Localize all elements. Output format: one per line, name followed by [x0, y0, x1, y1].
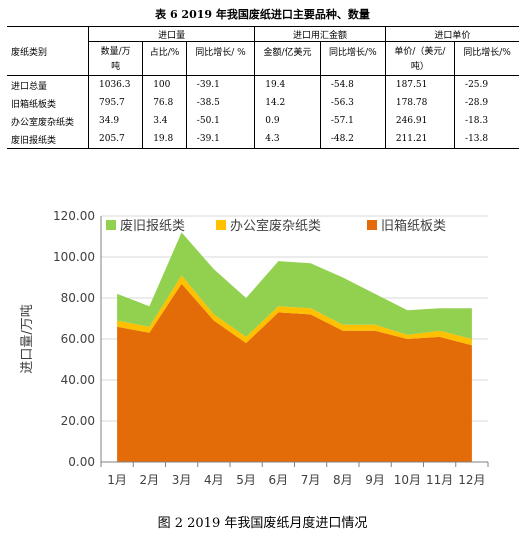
- legend-swatch: [106, 220, 116, 230]
- legend-label: 旧箱纸板类: [381, 218, 446, 234]
- table-title: 表 6 2019 年我国废纸进口主要品种、数量: [155, 8, 370, 21]
- group-price-header: 进口单价: [384, 26, 519, 42]
- col-yoy1-header: 同比增长/ %: [185, 41, 255, 76]
- col-amount-header: 金额/亿美元: [254, 41, 321, 76]
- x-tick-label: 11月: [426, 473, 453, 487]
- x-tick-label: 3月: [172, 473, 192, 487]
- table-row: 废旧报纸类 205.7 19.8 -39.1 4.3 -48.2 211.21 …: [7, 130, 519, 149]
- cell-yoy2: -56.3: [319, 94, 386, 112]
- legend-swatch: [367, 220, 377, 230]
- x-tick-label: 1月: [107, 473, 127, 487]
- cell-amount: 19.4: [254, 75, 321, 94]
- cell-yoy2: -48.2: [319, 130, 386, 149]
- cell-qty: 795.7: [87, 94, 143, 112]
- group-amount-header: 进口用汇金额: [254, 26, 386, 42]
- y-tick-label: 80.00: [61, 291, 95, 305]
- table-row: 办公室废杂纸类 34.9 3.4 -50.1 0.9 -57.1 246.91 …: [7, 112, 519, 130]
- col-price-header-unit: 吨）: [384, 59, 455, 76]
- row-category: 办公室废杂纸类: [11, 117, 75, 128]
- col-yoy3-header: 同比增长/%: [454, 41, 519, 76]
- row-category: 旧箱纸板类: [11, 99, 57, 110]
- x-tick-label: 5月: [236, 473, 256, 487]
- col-yoy2-header: 同比增长/%: [319, 41, 386, 76]
- cell-yoy3: -18.3: [454, 112, 519, 130]
- cell-yoy1: -50.1: [185, 112, 255, 130]
- cell-yoy1: -39.1: [185, 130, 255, 149]
- cell-price: 187.51: [384, 75, 455, 94]
- col-price-header: 单价/（美元/: [384, 41, 455, 59]
- y-tick-label: 60.00: [61, 332, 95, 346]
- x-tick-label: 4月: [204, 473, 224, 487]
- table-row: 进口总量 1036.3 100 -39.1 19.4 -54.8 187.51 …: [7, 75, 519, 94]
- area-series: [117, 232, 472, 339]
- row-category: 废旧报纸类: [7, 130, 89, 149]
- y-tick-label: 120.00: [53, 209, 95, 223]
- cell-price: 211.21: [384, 130, 455, 149]
- cell-amount: 0.9: [254, 112, 321, 130]
- cell-yoy1: -38.5: [185, 94, 255, 112]
- legend-swatch: [216, 220, 226, 230]
- y-tick-label: 100.00: [53, 250, 95, 264]
- x-tick-label: 10月: [394, 473, 421, 487]
- legend-label: 办公室废杂纸类: [230, 218, 321, 234]
- y-axis-title: 进口量/万吨: [20, 304, 35, 373]
- x-tick-label: 6月: [269, 473, 289, 487]
- cell-amount: 14.2: [254, 94, 321, 112]
- cell-qty: 1036.3: [87, 75, 143, 94]
- cell-yoy1: -39.1: [185, 75, 255, 94]
- cell-qty: 34.9: [87, 112, 143, 130]
- cell-yoy3: -13.8: [454, 130, 519, 149]
- x-tick-label: 8月: [333, 473, 353, 487]
- cell-qty: 205.7: [87, 130, 143, 149]
- figure-caption: 图 2 2019 年我国废纸月度进口情况: [157, 516, 368, 531]
- x-tick-label: 9月: [365, 473, 385, 487]
- x-tick-label: 12月: [458, 473, 485, 487]
- col-qty-header-unit: 吨: [87, 59, 143, 76]
- x-tick-label: 7月: [301, 473, 321, 487]
- cell-share: 76.8: [142, 94, 187, 112]
- col-category-header: 废纸类别: [7, 26, 89, 76]
- cell-share: 19.8: [142, 130, 187, 149]
- group-volume-header: 进口量: [87, 26, 255, 42]
- x-tick-label: 2月: [140, 473, 160, 487]
- col-share-header: 占比/%: [142, 41, 187, 76]
- cell-yoy2: -57.1: [319, 112, 386, 130]
- y-tick-label: 40.00: [61, 373, 95, 387]
- cell-yoy3: -28.9: [454, 94, 519, 112]
- cell-yoy2: -54.8: [319, 75, 386, 94]
- col-qty-header: 数量/万: [87, 41, 143, 59]
- table-row: 旧箱纸板类 795.7 76.8 -38.5 14.2 -56.3 178.78…: [7, 94, 519, 112]
- cell-share: 3.4: [142, 112, 187, 130]
- cell-price: 246.91: [384, 112, 455, 130]
- cell-price: 178.78: [384, 94, 455, 112]
- import-table: 废纸类别 进口量 进口用汇金额 进口单价 数量/万 占比/% 同比增长/ % 金…: [7, 26, 519, 149]
- cell-amount: 4.3: [254, 130, 321, 149]
- area-series: [117, 283, 472, 462]
- cell-share: 100: [142, 75, 187, 94]
- y-tick-label: 20.00: [61, 414, 95, 428]
- legend-label: 废旧报纸类: [120, 218, 185, 234]
- cell-yoy3: -25.9: [454, 75, 519, 94]
- y-tick-label: 0.00: [68, 455, 95, 469]
- row-category: 进口总量: [11, 81, 48, 92]
- area-series: [117, 275, 472, 346]
- stacked-area-chart: 0.00 20.00 40.00 60.00 80.00 100.00 120.00 1月 2月…: [20, 209, 489, 487]
